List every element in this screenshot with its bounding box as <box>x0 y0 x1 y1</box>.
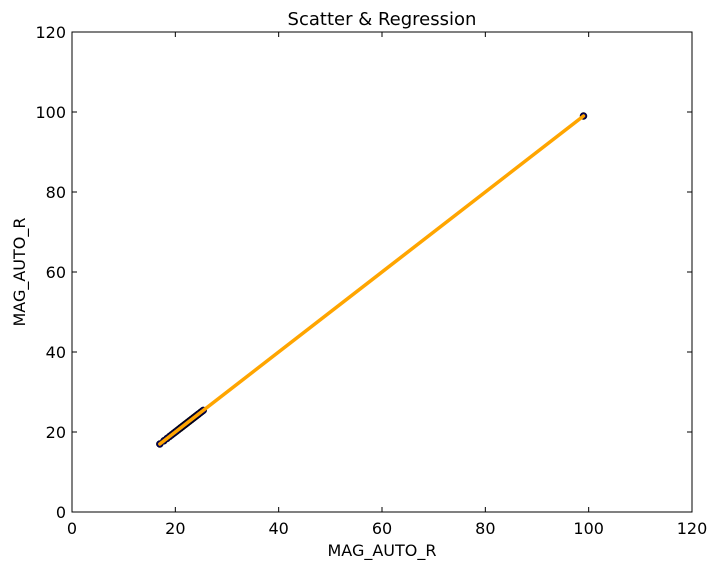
y-tick-label: 120 <box>35 23 66 42</box>
regression-line <box>158 114 586 446</box>
x-tick-label: 120 <box>677 519 708 538</box>
x-tick-label: 80 <box>475 519 495 538</box>
y-tick-label: 80 <box>46 183 66 202</box>
y-tick-label: 60 <box>46 263 66 282</box>
x-tick-label: 100 <box>573 519 604 538</box>
y-tick-label: 40 <box>46 343 66 362</box>
x-tick-label: 60 <box>372 519 392 538</box>
x-tick-label: 20 <box>165 519 185 538</box>
y-tick-label: 20 <box>46 423 66 442</box>
plot-area <box>71 31 693 513</box>
data-marks <box>156 112 588 448</box>
y-tick-label: 100 <box>35 103 66 122</box>
y-axis-ticks: 0 20 40 60 80 100 120 <box>35 23 692 522</box>
x-axis-label: MAG_AUTO_R <box>327 541 436 561</box>
chart-title: Scatter & Regression <box>288 9 477 30</box>
x-tick-label: 40 <box>268 519 288 538</box>
y-axis-label: MAG_AUTO_R <box>10 217 30 326</box>
x-tick-label: 0 <box>67 519 77 538</box>
y-tick-label: 0 <box>56 503 66 522</box>
x-axis-ticks: 0 20 40 60 80 100 120 <box>67 32 707 538</box>
